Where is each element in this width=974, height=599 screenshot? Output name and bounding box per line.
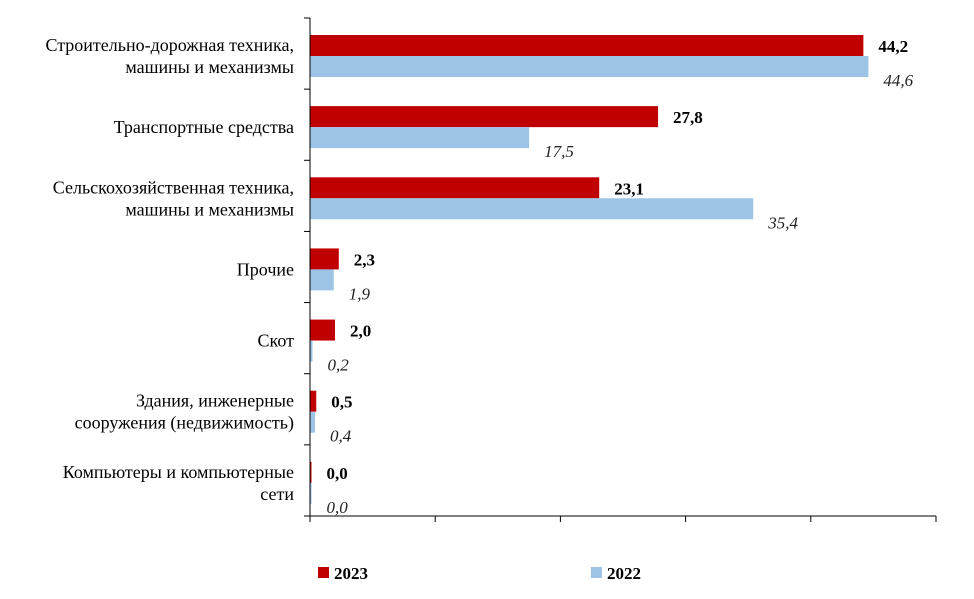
bar-2023 xyxy=(310,248,339,270)
bar-2023 xyxy=(310,319,336,341)
data-label-2023: 2,3 xyxy=(354,250,375,269)
bar-2023 xyxy=(310,35,864,56)
bar-2022 xyxy=(310,269,334,291)
legend-swatch-2022 xyxy=(591,567,602,578)
bar-2023 xyxy=(310,177,600,199)
category-label: Здания, инженерные сооружения (недвижимос… xyxy=(75,391,294,434)
category-label: Строительно-дорожная техника, машины и ме… xyxy=(45,35,294,77)
data-label-2023: 44,2 xyxy=(878,37,908,56)
bar-2023 xyxy=(310,461,312,483)
data-label-2022: 44,6 xyxy=(883,71,913,90)
category-label: Транспортные средства xyxy=(114,117,294,137)
bar-2023 xyxy=(310,390,317,412)
plot-area: Строительно-дорожная техника, машины и ме… xyxy=(45,17,914,517)
category-label: Сельскохозяйственная техника, машины и ме… xyxy=(53,177,294,219)
legend: 2023 2022 xyxy=(318,564,641,583)
bar-2022 xyxy=(310,411,316,433)
legend-label-2022: 2022 xyxy=(607,564,641,583)
data-label-2023: 2,0 xyxy=(350,322,371,341)
bar-2022 xyxy=(310,340,313,362)
data-label-2023: 0,5 xyxy=(331,393,352,412)
legend-swatch-2023 xyxy=(318,567,329,578)
data-label-2023: 0,0 xyxy=(327,464,348,483)
bar-2022 xyxy=(310,198,754,220)
data-label-2022: 17,5 xyxy=(544,142,574,161)
legend-label-2023: 2023 xyxy=(334,564,368,583)
value-axis-ticks xyxy=(309,516,937,522)
category-label: Прочие xyxy=(237,259,294,279)
category-label: Скот xyxy=(258,331,295,351)
data-label-2022: 0,2 xyxy=(328,356,350,375)
bar-2022 xyxy=(310,127,530,149)
data-label-2022: 0,0 xyxy=(327,498,349,517)
data-label-2022: 0,4 xyxy=(330,427,352,446)
data-label-2023: 23,1 xyxy=(614,179,644,198)
data-label-2022: 1,9 xyxy=(349,284,371,303)
data-label-2023: 27,8 xyxy=(673,108,703,127)
bar-2022 xyxy=(310,56,869,77)
bar-2022 xyxy=(310,482,312,504)
bar-2023 xyxy=(310,106,659,128)
data-label-2022: 35,4 xyxy=(767,213,798,232)
category-label: Компьютеры и компьютерные сети xyxy=(63,462,295,504)
